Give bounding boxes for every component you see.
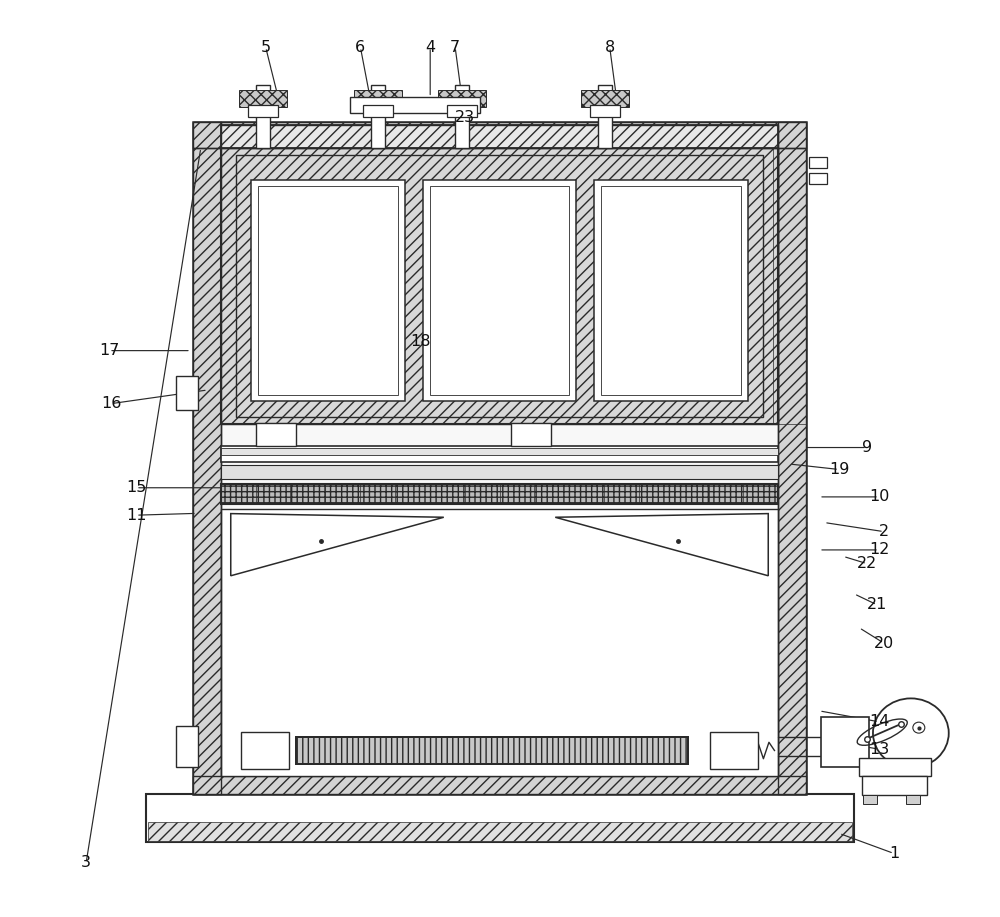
Bar [176,376,198,410]
Text: 6: 6 [355,39,365,55]
Polygon shape [231,514,444,576]
Bar [296,736,688,764]
Bar [371,85,385,148]
Bar [447,105,477,116]
Bar [176,726,198,767]
Bar [239,90,287,106]
Bar [256,423,296,446]
Bar [590,105,620,116]
Bar [423,180,576,401]
Text: 16: 16 [101,396,121,411]
Text: 17: 17 [99,343,119,359]
Bar [594,180,748,401]
Bar [221,446,778,462]
Text: 22: 22 [857,556,877,571]
Bar [193,122,806,794]
Bar [438,90,486,106]
Text: 5: 5 [261,39,271,55]
Bar [778,122,806,794]
Bar [296,736,688,764]
Bar [221,447,778,455]
Bar [710,732,758,768]
Text: 7: 7 [450,39,460,55]
Bar [221,465,778,479]
Bar [146,794,854,843]
Text: 9: 9 [862,440,872,455]
Bar [354,90,402,106]
Bar [221,148,778,424]
Bar [350,97,480,114]
Text: 2: 2 [879,525,889,539]
Bar [863,795,877,804]
Bar [236,155,763,417]
Bar [221,125,778,148]
Bar [258,186,398,394]
Text: 23: 23 [455,110,475,125]
Bar [221,509,778,776]
Bar [455,85,469,148]
Bar [193,122,806,148]
Text: 3: 3 [81,855,91,870]
Bar [809,173,827,184]
Bar [256,85,270,148]
Bar [148,823,852,841]
Bar [193,776,806,794]
Bar [862,776,927,795]
Text: 11: 11 [126,508,146,523]
Bar [241,732,289,768]
Bar [251,180,405,401]
Polygon shape [555,514,768,576]
Bar [859,757,931,776]
Bar [221,148,778,424]
Text: 1: 1 [889,846,899,861]
Text: 14: 14 [869,714,889,729]
Bar [193,122,221,794]
Text: 13: 13 [869,742,889,757]
Text: 15: 15 [126,481,146,495]
Bar [511,423,551,446]
Bar [809,157,827,168]
Text: 4: 4 [425,39,435,55]
Text: 19: 19 [829,462,849,477]
Bar [598,85,612,148]
Bar [430,186,569,394]
Bar [773,148,806,424]
Text: 18: 18 [410,334,430,349]
Bar [221,484,778,504]
Bar [601,186,741,394]
Text: 8: 8 [605,39,615,55]
Bar [221,484,778,504]
Bar [248,105,278,116]
Text: 12: 12 [869,543,889,558]
Bar [581,90,629,106]
Bar [906,795,920,804]
Bar [363,105,393,116]
Bar [821,717,869,767]
Text: 10: 10 [869,490,889,504]
Text: 20: 20 [874,635,894,651]
Text: 21: 21 [867,597,887,613]
Bar [221,125,778,148]
